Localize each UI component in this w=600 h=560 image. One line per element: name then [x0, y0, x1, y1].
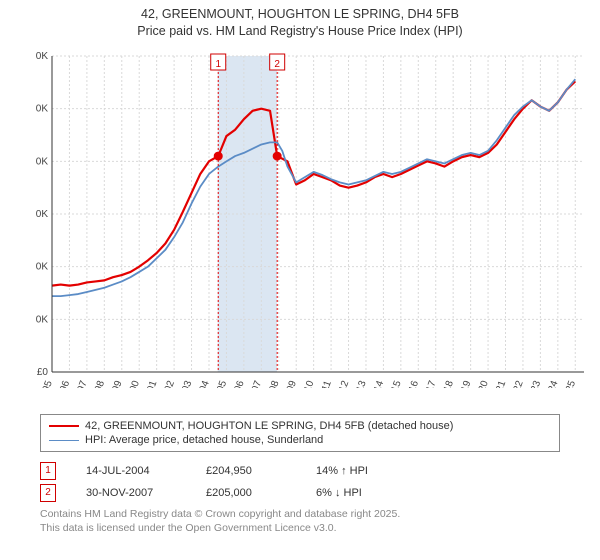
ytick-label: £50K: [36, 314, 48, 325]
xtick-label: 2020: [473, 379, 491, 388]
xtick-label: 2004: [194, 379, 212, 388]
xtick-label: 2006: [229, 379, 247, 388]
legend-box: 42, GREENMOUNT, HOUGHTON LE SPRING, DH4 …: [40, 414, 560, 452]
footer-line2: This data is licensed under the Open Gov…: [40, 522, 400, 536]
xtick-label: 2018: [438, 379, 456, 388]
event-point: [273, 152, 282, 161]
xtick-label: 2019: [455, 379, 473, 388]
xtick-label: 1998: [89, 379, 107, 388]
ytick-label: £0: [37, 367, 49, 378]
chart-container: 42, GREENMOUNT, HOUGHTON LE SPRING, DH4 …: [0, 0, 600, 560]
event-number: 1: [215, 59, 221, 70]
xtick-label: 2015: [386, 379, 404, 388]
event-row: 2 30-NOV-2007£205,0006% ↓ HPI: [40, 484, 426, 502]
xtick-label: 2001: [142, 379, 160, 388]
legend-swatch: [49, 440, 79, 441]
xtick-label: 2007: [246, 379, 264, 388]
event-row-marker: 2: [40, 484, 56, 502]
xtick-label: 2008: [264, 379, 282, 388]
title-line1: 42, GREENMOUNT, HOUGHTON LE SPRING, DH4 …: [0, 6, 600, 23]
legend-item: 42, GREENMOUNT, HOUGHTON LE SPRING, DH4 …: [49, 419, 551, 433]
xtick-label: 1999: [107, 379, 125, 388]
xtick-label: 2003: [176, 379, 194, 388]
event-delta: 14% ↑ HPI: [316, 465, 426, 477]
event-price: £204,950: [206, 465, 316, 477]
xtick-label: 2000: [124, 379, 142, 388]
ytick-label: £150K: [36, 209, 48, 220]
xtick-label: 2010: [299, 379, 317, 388]
footer-note: Contains HM Land Registry data © Crown c…: [40, 508, 400, 535]
xtick-label: 1997: [72, 379, 90, 388]
event-row: 1 14-JUL-2004£204,95014% ↑ HPI: [40, 462, 426, 480]
xtick-label: 2021: [490, 379, 508, 388]
ytick-label: £300K: [36, 51, 48, 62]
xtick-label: 2025: [560, 379, 578, 388]
xtick-label: 2017: [421, 379, 439, 388]
ytick-label: £200K: [36, 156, 48, 167]
event-date: 14-JUL-2004: [86, 465, 206, 477]
xtick-label: 2016: [403, 379, 421, 388]
xtick-label: 2012: [333, 379, 351, 388]
event-date: 30-NOV-2007: [86, 487, 206, 499]
xtick-label: 2014: [368, 379, 386, 388]
legend-label: HPI: Average price, detached house, Sund…: [85, 434, 323, 446]
footer-line1: Contains HM Land Registry data © Crown c…: [40, 508, 400, 522]
xtick-label: 1996: [54, 379, 72, 388]
event-number: 2: [274, 59, 280, 70]
legend-label: 42, GREENMOUNT, HOUGHTON LE SPRING, DH4 …: [85, 420, 453, 432]
xtick-label: 2023: [525, 379, 543, 388]
xtick-label: 2002: [159, 379, 177, 388]
legend-item: HPI: Average price, detached house, Sund…: [49, 433, 551, 447]
xtick-label: 2024: [543, 379, 561, 388]
ytick-label: £100K: [36, 262, 48, 273]
xtick-label: 2009: [281, 379, 299, 388]
series-hpi: [52, 79, 575, 296]
events-block: 1 14-JUL-2004£204,95014% ↑ HPI 2 30-NOV-200…: [40, 458, 426, 506]
title-block: 42, GREENMOUNT, HOUGHTON LE SPRING, DH4 …: [0, 0, 600, 40]
series-property: [52, 81, 575, 285]
title-line2: Price paid vs. HM Land Registry's House …: [0, 23, 600, 40]
legend-swatch: [49, 425, 79, 427]
event-row-marker: 1: [40, 462, 56, 480]
xtick-label: 2022: [508, 379, 526, 388]
event-price: £205,000: [206, 487, 316, 499]
event-point: [214, 152, 223, 161]
xtick-label: 2013: [351, 379, 369, 388]
xtick-label: 2011: [316, 379, 334, 388]
xtick-label: 1995: [37, 379, 55, 388]
event-delta: 6% ↓ HPI: [316, 487, 426, 499]
xtick-label: 2005: [211, 379, 229, 388]
ytick-label: £250K: [36, 104, 48, 115]
chart-svg: £0£50K£100K£150K£200K£250K£300K199519961…: [36, 48, 592, 388]
